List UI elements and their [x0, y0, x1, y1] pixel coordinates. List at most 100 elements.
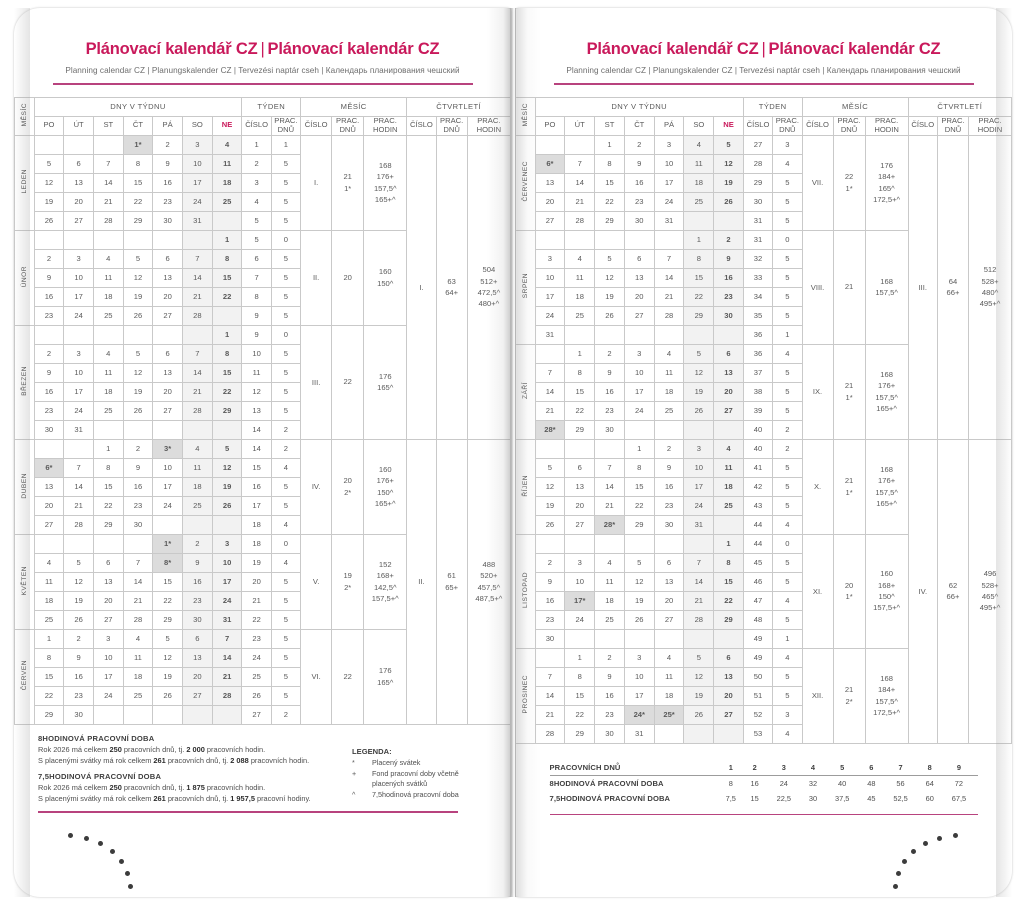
day-cell[interactable]: 11 — [122, 647, 154, 668]
day-cell[interactable]: 2 — [33, 248, 65, 269]
day-cell[interactable]: 22 — [713, 590, 744, 611]
day-cell[interactable]: 2 — [63, 628, 94, 649]
day-cell[interactable] — [211, 305, 243, 326]
day-cell[interactable]: 18 — [564, 286, 596, 307]
day-cell[interactable]: 22 — [683, 286, 715, 307]
day-cell[interactable]: 15 — [564, 381, 596, 402]
day-cell[interactable]: 31 — [623, 723, 655, 744]
day-cell[interactable]: 29 — [152, 609, 183, 630]
day-cell[interactable]: 19 — [122, 381, 154, 402]
day-cell[interactable]: 27 — [713, 400, 744, 421]
day-cell[interactable] — [564, 229, 596, 250]
day-cell[interactable] — [713, 628, 744, 649]
day-cell[interactable] — [564, 134, 596, 155]
day-cell[interactable] — [122, 533, 154, 554]
day-cell[interactable] — [653, 628, 685, 649]
day-cell[interactable]: 6 — [152, 343, 183, 364]
day-cell[interactable]: 12 — [122, 362, 154, 383]
day-cell[interactable]: 19 — [534, 495, 566, 516]
day-cell[interactable]: 3 — [564, 552, 596, 573]
day-cell[interactable]: 2 — [594, 647, 625, 668]
day-cell[interactable]: 14 — [534, 685, 566, 706]
day-cell[interactable]: 24 — [653, 191, 685, 212]
day-cell[interactable] — [92, 229, 124, 250]
day-cell[interactable] — [534, 343, 566, 364]
day-cell[interactable]: 9 — [594, 362, 625, 383]
day-cell[interactable]: 15 — [713, 571, 744, 592]
day-cell[interactable]: 24 — [92, 685, 124, 706]
day-cell[interactable]: 13 — [33, 476, 65, 497]
day-cell[interactable] — [122, 419, 154, 440]
day-cell[interactable]: 25 — [122, 685, 154, 706]
day-cell[interactable]: 16 — [33, 286, 65, 307]
day-cell[interactable]: 16 — [63, 666, 94, 687]
day-cell[interactable]: 26 — [534, 514, 566, 535]
day-cell[interactable]: 13 — [63, 172, 94, 193]
day-cell[interactable]: 11 — [92, 362, 124, 383]
day-cell[interactable]: 16 — [594, 685, 625, 706]
day-cell[interactable]: 1 — [683, 229, 715, 250]
day-cell[interactable]: 15 — [152, 571, 183, 592]
day-cell[interactable]: 7 — [683, 552, 715, 573]
day-cell[interactable]: 6 — [152, 248, 183, 269]
day-cell[interactable]: 17 — [63, 286, 94, 307]
day-cell[interactable]: 30 — [623, 210, 655, 231]
day-cell[interactable]: 2 — [152, 134, 183, 155]
day-cell[interactable]: 16 — [152, 172, 183, 193]
day-cell[interactable]: 8 — [211, 248, 243, 269]
day-cell[interactable]: 24 — [564, 609, 596, 630]
day-cell[interactable] — [653, 229, 685, 250]
day-cell[interactable]: 26 — [122, 400, 154, 421]
day-cell[interactable]: 18 — [713, 476, 744, 497]
day-cell[interactable]: 15 — [211, 362, 243, 383]
day-cell[interactable]: 9 — [653, 457, 685, 478]
day-cell[interactable]: 8 — [211, 343, 243, 364]
day-cell[interactable] — [594, 438, 625, 459]
day-cell[interactable]: 26 — [683, 400, 715, 421]
day-cell[interactable]: 14 — [181, 362, 213, 383]
day-cell[interactable]: 13 — [713, 362, 744, 383]
day-cell[interactable]: 6 — [63, 153, 94, 174]
day-cell[interactable]: 12 — [534, 476, 566, 497]
day-cell[interactable]: 29 — [122, 210, 154, 231]
day-cell[interactable]: 2 — [623, 134, 655, 155]
day-cell[interactable]: 21 — [534, 400, 566, 421]
day-cell[interactable]: 21 — [92, 191, 124, 212]
day-cell[interactable] — [152, 704, 183, 725]
day-cell[interactable]: 20 — [534, 191, 566, 212]
day-cell[interactable]: 8 — [92, 457, 124, 478]
day-cell[interactable]: 28 — [181, 305, 213, 326]
day-cell[interactable]: 8 — [33, 647, 65, 668]
day-cell[interactable] — [594, 324, 625, 345]
day-cell[interactable]: 11 — [181, 457, 213, 478]
day-cell[interactable] — [623, 628, 655, 649]
day-cell[interactable]: 5 — [122, 343, 154, 364]
day-cell[interactable]: 18 — [683, 172, 715, 193]
day-cell[interactable]: 17 — [181, 172, 213, 193]
day-cell[interactable]: 25 — [33, 609, 65, 630]
day-cell[interactable]: 29 — [594, 210, 625, 231]
day-cell[interactable] — [653, 723, 685, 744]
day-cell[interactable]: 21 — [181, 381, 213, 402]
day-cell[interactable]: 10 — [152, 457, 183, 478]
day-cell[interactable]: 10 — [534, 267, 566, 288]
day-cell[interactable]: 9 — [534, 571, 566, 592]
day-cell[interactable]: 28 — [534, 723, 566, 744]
day-cell[interactable]: 17 — [653, 172, 685, 193]
day-cell[interactable]: 22 — [152, 590, 183, 611]
day-cell[interactable]: 27 — [63, 210, 94, 231]
day-cell[interactable]: 28 — [92, 210, 124, 231]
day-cell[interactable]: 13 — [534, 172, 566, 193]
day-cell[interactable]: 19 — [623, 590, 655, 611]
day-cell[interactable] — [33, 134, 65, 155]
day-cell[interactable]: 26 — [683, 704, 715, 725]
day-cell[interactable]: 10 — [92, 647, 124, 668]
day-cell[interactable]: 21 — [653, 286, 685, 307]
day-cell[interactable]: 4 — [713, 438, 744, 459]
day-cell[interactable] — [564, 324, 596, 345]
day-cell[interactable]: 1 — [211, 229, 243, 250]
day-cell[interactable]: 21 — [181, 286, 213, 307]
day-cell[interactable]: 30 — [653, 514, 685, 535]
day-cell[interactable]: 22 — [564, 400, 596, 421]
day-cell[interactable]: 29 — [713, 609, 744, 630]
